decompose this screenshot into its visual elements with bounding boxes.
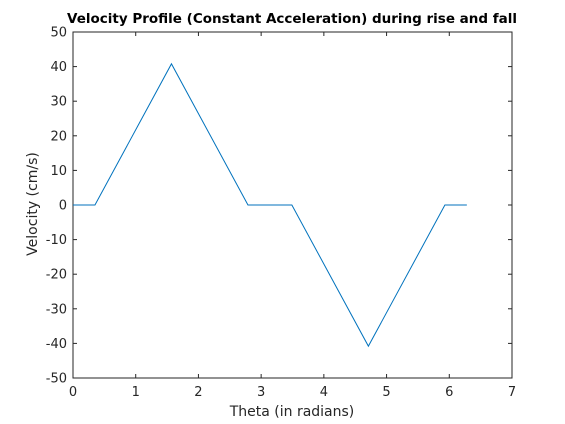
y-axis-label: Velocity (cm/s) [25,152,41,256]
y-tick-label: 30 [50,95,67,110]
tick-labels: 0 1 2 3 4 5 6 7 -50 -40 -30 -20 -10 0 10 20 30 40 50 [46,26,516,401]
x-tick-label: 5 [382,385,390,400]
series-layer [73,62,467,348]
y-tick-label: -10 [46,233,67,248]
y-tick-label: -20 [46,268,67,283]
ticks [72,31,513,379]
x-tick-label: 4 [320,385,328,400]
y-tick-label: 20 [50,129,67,144]
x-tick-label: 1 [132,385,140,400]
y-tick-label: 10 [50,164,67,179]
y-tick-label: 50 [50,26,67,41]
x-axis-label: Theta (in radians) [229,404,355,420]
y-tick-label: -30 [46,302,67,317]
chart-title: Velocity Profile (Constant Acceleration)… [67,11,517,27]
x-tick-label: 2 [194,385,202,400]
plot-area [72,31,513,379]
x-tick-label: 7 [508,385,516,400]
series-line-1 [73,62,467,348]
x-tick-label: 6 [445,385,453,400]
y-tick-label: -40 [46,337,67,352]
x-tick-label: 0 [69,385,77,400]
y-tick-label: 40 [50,60,67,75]
y-tick-label: 0 [59,199,67,214]
x-tick-label: 3 [257,385,265,400]
y-tick-label: -50 [46,372,67,387]
